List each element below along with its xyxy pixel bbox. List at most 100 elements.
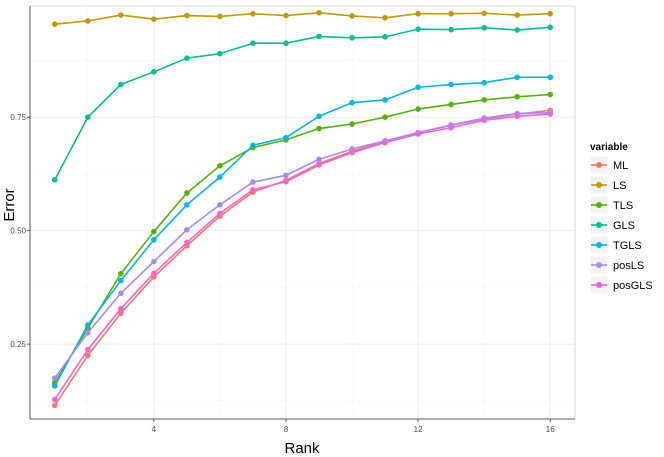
- data-point-posgls: [85, 346, 91, 353]
- data-point-posgls: [316, 162, 322, 168]
- data-point-ml: [118, 310, 124, 317]
- data-point-posgls: [184, 239, 190, 246]
- data-point-posgls: [217, 210, 223, 217]
- y-tick-label: 0.25: [10, 340, 26, 349]
- data-point-tgls: [283, 134, 289, 141]
- data-point-ls: [514, 12, 520, 18]
- data-point-tls: [382, 114, 388, 120]
- data-point-posgls: [514, 113, 520, 120]
- data-point-gls: [481, 24, 487, 31]
- legend-key-point: [596, 182, 602, 188]
- data-point-tgls: [250, 142, 256, 149]
- data-point-ls: [316, 10, 322, 16]
- data-point-tgls: [547, 74, 554, 81]
- legend-label: posGLS: [613, 280, 653, 292]
- data-point-ls: [448, 10, 454, 17]
- legend-key-point: [596, 222, 602, 228]
- data-point-posgls: [382, 139, 388, 146]
- data-point-ls: [51, 21, 58, 27]
- legend-item-posls: posLS: [589, 255, 644, 275]
- data-point-posgls: [283, 178, 289, 185]
- data-point-gls: [382, 34, 388, 40]
- data-point-tgls: [349, 99, 355, 106]
- legend-label: posLS: [613, 260, 644, 272]
- data-point-tgls: [448, 81, 454, 88]
- data-point-ml: [85, 352, 91, 359]
- data-point-gls: [349, 34, 355, 41]
- data-point-ls: [85, 18, 91, 24]
- data-point-gls: [118, 81, 124, 88]
- legend-label: GLS: [613, 220, 635, 232]
- data-point-tgls: [382, 97, 388, 103]
- data-point-ls: [184, 12, 190, 19]
- data-point-ls: [349, 13, 355, 19]
- data-point-gls: [448, 26, 454, 33]
- data-point-tls: [547, 91, 554, 98]
- data-point-posgls: [349, 149, 355, 156]
- data-point-ml: [51, 402, 58, 409]
- legend-key-point: [596, 202, 602, 208]
- legend-title: variable: [590, 142, 628, 153]
- series-line-posgls: [54, 113, 551, 400]
- data-point-gls: [151, 69, 157, 75]
- data-point-posls: [118, 290, 124, 297]
- x-tick-label: 4: [152, 425, 157, 434]
- data-point-ls: [481, 10, 487, 17]
- legend-key-point: [596, 262, 602, 268]
- data-point-tls: [481, 97, 487, 103]
- data-point-posgls: [481, 117, 487, 124]
- legend-item-tgls: TGLS: [589, 235, 642, 255]
- x-tick-label: 12: [414, 425, 423, 434]
- data-point-gls: [283, 40, 289, 47]
- legend-key-point: [596, 242, 602, 248]
- data-point-tgls: [415, 84, 421, 91]
- data-point-gls: [51, 177, 58, 183]
- data-point-posls: [283, 172, 289, 179]
- data-point-tgls: [514, 74, 520, 81]
- plot-panel: [29, 5, 576, 420]
- data-point-posls: [250, 179, 256, 185]
- legend-item-ml: ML: [589, 155, 628, 175]
- series-line-ls: [54, 12, 551, 25]
- data-point-gls: [85, 114, 91, 120]
- legend-label: TLS: [613, 200, 633, 212]
- data-point-tls: [448, 101, 454, 108]
- legend-item-posgls: posGLS: [589, 275, 653, 295]
- data-point-tls: [184, 190, 190, 196]
- data-point-gls: [514, 27, 520, 33]
- data-point-gls: [217, 50, 223, 57]
- data-point-tgls: [316, 113, 322, 120]
- data-point-gls: [316, 33, 322, 40]
- x-axis-title: Rank: [284, 440, 320, 457]
- legend-label: LS: [613, 180, 626, 192]
- legend-label: TGLS: [613, 240, 642, 252]
- y-tick-labels: 0.25 0.50 0.75: [10, 113, 26, 349]
- data-point-gls: [184, 55, 190, 61]
- data-point-tls: [217, 162, 223, 169]
- data-point-posls: [217, 201, 223, 208]
- y-axis-title: Error: [1, 188, 18, 221]
- legend-item-ls: LS: [589, 175, 626, 195]
- series-lines: [54, 12, 551, 406]
- data-points: [51, 10, 554, 409]
- data-point-tls: [415, 106, 421, 112]
- legend: variable ML LS TLS GLS TGLS posLS posGLS: [589, 142, 653, 295]
- data-point-posgls: [415, 131, 421, 137]
- series-line-posls: [54, 111, 551, 379]
- series-line-tls: [54, 93, 551, 384]
- data-point-posgls: [250, 187, 256, 193]
- data-point-tls: [118, 270, 124, 277]
- series-line-gls: [54, 26, 551, 181]
- legend-key-point: [596, 282, 602, 288]
- y-tick-label: 0.75: [10, 113, 26, 122]
- data-point-tls: [316, 125, 322, 132]
- data-point-tgls: [85, 322, 91, 328]
- data-point-ls: [151, 16, 157, 22]
- data-point-ls: [415, 10, 421, 17]
- data-point-ls: [217, 13, 223, 20]
- data-point-posls: [51, 375, 58, 381]
- data-point-ls: [283, 12, 289, 19]
- data-point-posgls: [118, 305, 124, 312]
- data-point-ls: [250, 10, 256, 17]
- data-point-ls: [547, 10, 554, 17]
